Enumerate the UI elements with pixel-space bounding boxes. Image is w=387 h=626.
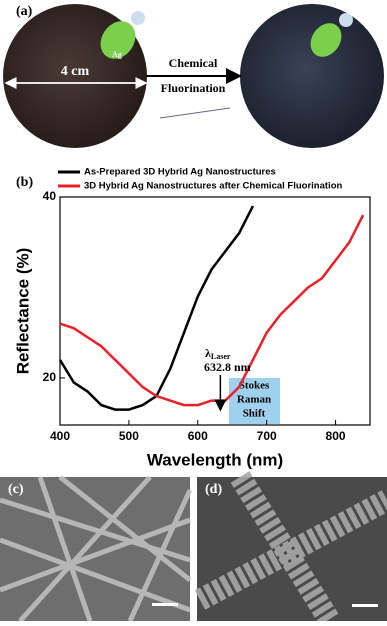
sem-image-d — [194, 471, 387, 626]
panel-label: (a) — [16, 4, 33, 19]
x-tick-label: 600 — [188, 429, 208, 443]
molecule-icon — [100, 11, 353, 59]
x-axis-label: Wavelength (nm) — [147, 450, 283, 469]
fluorocarbon-chain — [159, 107, 231, 119]
scale-label: 4 cm — [61, 64, 90, 79]
x-tick-label: 500 — [119, 429, 139, 443]
panel-label: (d) — [205, 482, 222, 497]
raman-shift-label: Stokes — [239, 380, 270, 392]
y-tick-label: 20 — [43, 370, 57, 384]
sample-after — [240, 4, 384, 148]
series-line — [59, 214, 365, 407]
series-line — [58, 205, 255, 411]
legend-label: As-Prepared 3D Hybrid Ag Nanostructures — [84, 167, 276, 178]
laser-symbol: λ — [205, 346, 211, 360]
ag-label: Ag — [112, 50, 122, 59]
x-tick-label: 800 — [326, 429, 346, 443]
laser-subscript: Laser — [211, 352, 231, 361]
raman-shift-label: Raman — [237, 394, 271, 406]
sem-image-c — [0, 475, 193, 623]
legend-label: 3D Hybrid Ag Nanostructures after Chemic… — [84, 181, 342, 192]
arrow-top: Chemical — [169, 56, 218, 70]
raman-shift-label: Shift — [243, 408, 266, 420]
y-axis-label: Reflectance (%) — [13, 248, 32, 375]
x-tick-label: 700 — [257, 429, 277, 443]
arrow-bottom: Fluorination — [161, 81, 226, 95]
raman-shift-box — [229, 378, 280, 424]
panel-label: (b) — [16, 175, 33, 190]
laser-wavelength: 632.8 nm — [204, 360, 251, 374]
plot-frame — [59, 196, 371, 426]
x-tick-label: 400 — [50, 429, 70, 443]
panel-label: (c) — [8, 482, 24, 497]
y-tick-label: 40 — [43, 189, 57, 203]
laser-label: λLaser — [205, 346, 231, 361]
